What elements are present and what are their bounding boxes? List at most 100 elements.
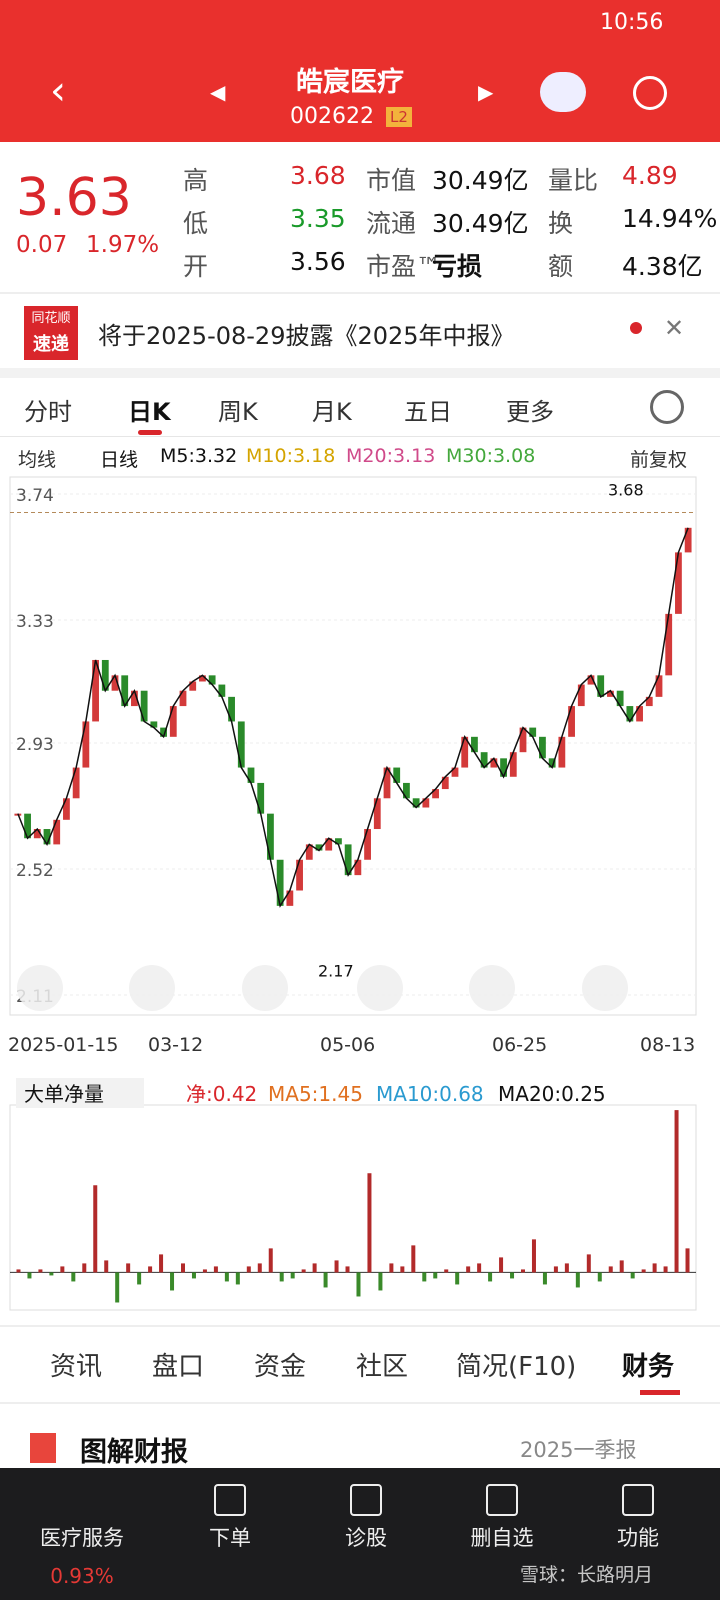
flow-bar xyxy=(16,1269,21,1273)
back[interactable]: ‹ xyxy=(50,68,66,114)
flow-legend: MA10:0.68 xyxy=(376,1082,484,1106)
robot[interactable] xyxy=(540,72,586,112)
candle xyxy=(179,690,187,707)
flow-bar xyxy=(82,1263,87,1273)
flow-bar xyxy=(499,1257,504,1273)
prev[interactable]: ◀ xyxy=(210,80,226,104)
flow-bar xyxy=(389,1263,394,1273)
flow-bar xyxy=(159,1254,164,1273)
report-icon xyxy=(30,1433,56,1463)
sub-tab[interactable]: 简况(F10) xyxy=(456,1352,577,1382)
tab[interactable]: 日K xyxy=(128,398,171,426)
candle xyxy=(305,844,313,860)
tab[interactable]: 五日 xyxy=(404,398,452,426)
quote-cell: 3.68 xyxy=(290,161,346,190)
quote-cell: 亏损 xyxy=(432,252,483,281)
tab[interactable]: 周K xyxy=(218,398,258,426)
sub-tab[interactable]: 资讯 xyxy=(50,1352,103,1382)
badge: 同花顺 速递 xyxy=(24,306,78,360)
candle xyxy=(267,813,274,860)
flow-bar xyxy=(170,1272,175,1291)
level: L2 xyxy=(386,107,412,127)
search[interactable] xyxy=(633,76,667,110)
flow-bar xyxy=(685,1248,690,1273)
sub-tab[interactable]: 盘口 xyxy=(152,1352,205,1382)
nav-item[interactable]: 下单 xyxy=(209,1526,251,1550)
candle xyxy=(63,798,70,820)
quote-cell: 30.49亿 xyxy=(432,209,529,238)
candle xyxy=(451,767,459,777)
quote-cell: 额 xyxy=(548,252,574,281)
sub-tab[interactable]: 资金 xyxy=(254,1352,307,1382)
candle xyxy=(500,758,507,777)
nav-item[interactable]: 诊股 xyxy=(345,1526,387,1550)
tab[interactable]: 分时 xyxy=(24,398,72,426)
report-period[interactable]: 2025一季报 xyxy=(520,1438,637,1462)
price: 3.63 xyxy=(16,168,132,228)
flow-bar xyxy=(202,1269,207,1273)
flow-bar xyxy=(575,1272,580,1288)
stock-name: 皓宸医疗 xyxy=(296,67,404,98)
x-tick-label: 03-12 xyxy=(148,1034,203,1056)
control-button[interactable] xyxy=(582,965,628,1011)
flow-bar xyxy=(422,1272,427,1282)
candle xyxy=(607,690,614,697)
tab-indicator xyxy=(138,430,162,435)
high-label: 3.68 xyxy=(608,480,644,499)
candle xyxy=(577,684,585,707)
quote-cell: 低 xyxy=(183,209,209,238)
next[interactable]: ▶ xyxy=(478,80,494,104)
candle xyxy=(92,659,99,722)
bottom-nav xyxy=(0,1468,720,1600)
control-button[interactable] xyxy=(357,965,403,1011)
close-line xyxy=(17,527,689,908)
nav-item[interactable]: 功能 xyxy=(617,1526,659,1550)
settings[interactable] xyxy=(650,390,684,424)
legend-box xyxy=(16,1078,144,1108)
notice[interactable]: 将于2025-08-29披露《2025年中报》 xyxy=(98,322,515,350)
flow-bar xyxy=(608,1266,613,1273)
flow-bar xyxy=(411,1245,416,1273)
tab[interactable]: 更多 xyxy=(506,398,554,426)
nav-item[interactable]: 删自选 xyxy=(470,1526,534,1550)
candle xyxy=(296,859,303,891)
control-button[interactable] xyxy=(129,965,175,1011)
candle xyxy=(684,527,692,553)
tab[interactable]: 月K xyxy=(312,398,352,426)
quote-cell: 开 xyxy=(183,252,209,281)
flow-bar xyxy=(641,1269,646,1273)
sub-tab[interactable]: 社区 xyxy=(356,1352,409,1382)
nav-icon xyxy=(350,1484,382,1516)
close[interactable]: ✕ xyxy=(664,314,685,342)
quote-cell: 市值 xyxy=(366,166,417,195)
divider xyxy=(0,1402,720,1404)
candle xyxy=(412,798,420,808)
flow-bar xyxy=(630,1272,635,1279)
flow-bar xyxy=(663,1266,668,1273)
nav-item[interactable]: 医疗服务 xyxy=(40,1526,124,1550)
sub-tab[interactable]: 财务 xyxy=(622,1352,675,1382)
quote-cell: 流通 xyxy=(366,209,417,238)
candle xyxy=(471,736,478,753)
flow-bar xyxy=(345,1266,350,1273)
plot-frame xyxy=(9,1104,697,1311)
divider xyxy=(0,436,720,437)
flow-bar xyxy=(38,1269,43,1273)
candle xyxy=(626,706,634,722)
flow-bar xyxy=(488,1272,493,1282)
flow-title: 大单净量 xyxy=(24,1082,104,1106)
badge-bottom: 速递 xyxy=(33,334,69,355)
candle xyxy=(121,675,129,707)
ma-label: M30:3.08 xyxy=(446,445,536,467)
flow-bar xyxy=(378,1272,383,1291)
time: 10:56 xyxy=(600,10,664,35)
control-button[interactable] xyxy=(469,965,515,1011)
candle xyxy=(490,758,498,768)
candle xyxy=(665,613,673,676)
control-button[interactable] xyxy=(242,965,288,1011)
control-button[interactable] xyxy=(17,965,63,1011)
candle xyxy=(82,721,90,768)
flow-bar xyxy=(334,1260,339,1273)
candle xyxy=(140,690,148,722)
candle xyxy=(101,659,109,691)
